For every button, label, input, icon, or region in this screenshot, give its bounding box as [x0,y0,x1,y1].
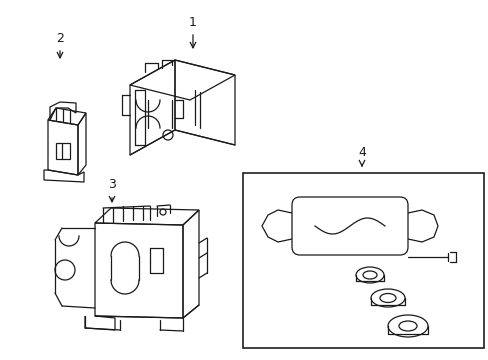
Bar [243,173,483,348]
Text: 2: 2 [56,31,64,45]
Bar [56,143,70,159]
Text: 4: 4 [357,145,365,158]
Text: 1: 1 [189,15,197,28]
Text: 3: 3 [108,179,116,192]
